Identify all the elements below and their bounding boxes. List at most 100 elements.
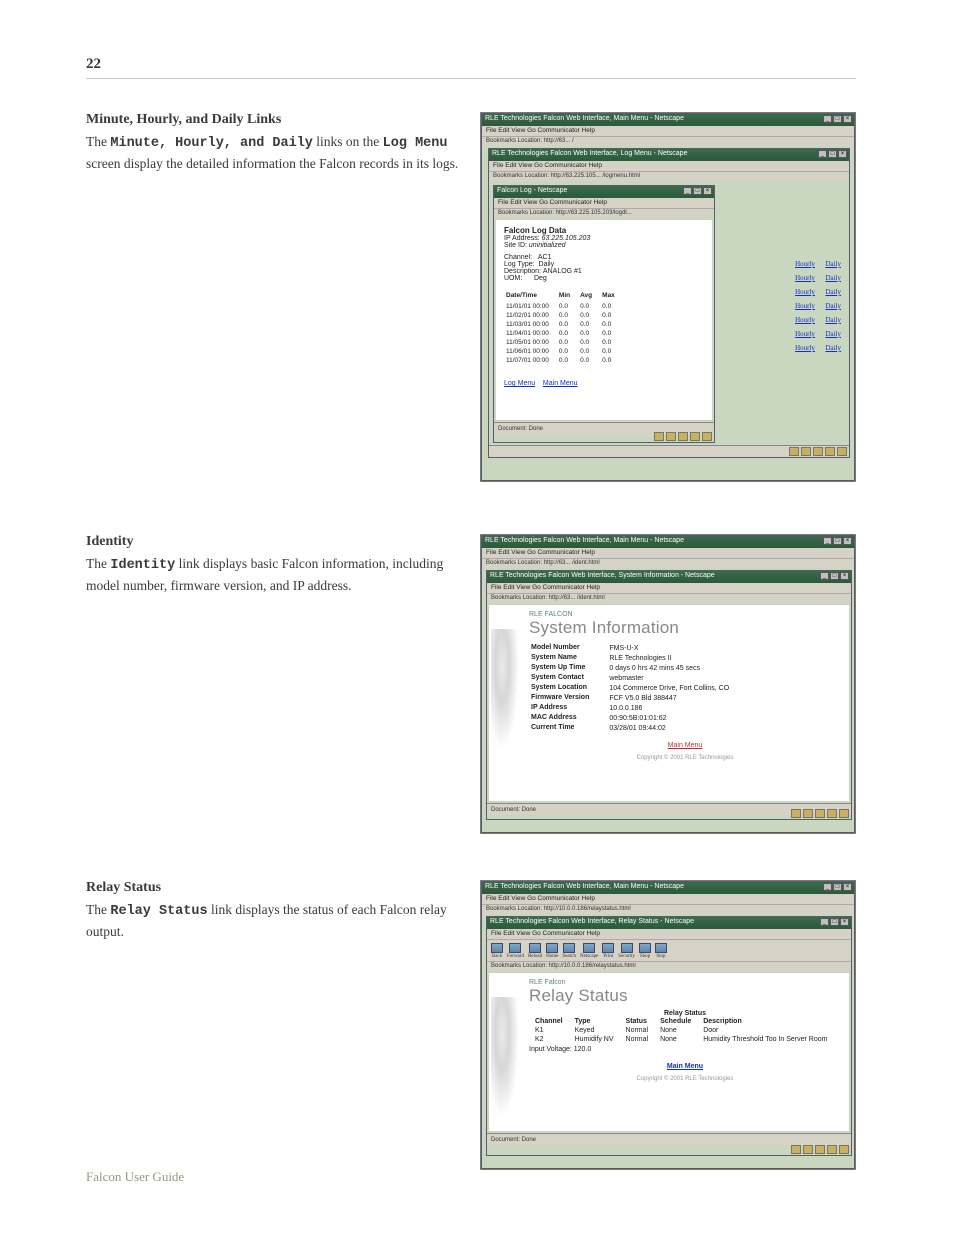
horizontal-rule [86,78,856,79]
maximize-icon[interactable]: □ [828,150,837,158]
minimize-icon[interactable]: _ [823,883,832,891]
close-icon[interactable]: × [840,572,849,580]
tray-icon [789,447,799,456]
title-text: RLE Technologies Falcon Web Interface, M… [485,115,684,122]
menubar[interactable]: File Edit View Go Communicator Help [482,894,854,904]
hourly-link[interactable]: Hourly [795,330,815,338]
hourly-link[interactable]: Hourly [795,288,815,296]
outer-window-titlebar: RLE Technologies Falcon Web Interface, M… [482,536,854,548]
daily-link[interactable]: Daily [825,316,841,324]
menubar[interactable]: File Edit View Go Communicator Help [487,583,851,593]
nav-stop-button[interactable]: Stop [655,943,667,959]
nav-toolbar: Back Forward Reload Home Search Netscape Print… [487,939,851,961]
tray-icon [813,447,823,456]
value: uninitialized [529,242,566,249]
screenshot-log-menu: RLE Technologies Falcon Web Interface, M… [480,112,856,482]
nav-reload-button[interactable]: Reload [528,943,542,959]
statusbar: Document: Done [487,1133,851,1145]
hourly-link[interactable]: Hourly [795,274,815,282]
nav-netscape-button[interactable]: Netscape [580,943,598,959]
nav-security-button[interactable]: Security [618,943,635,959]
minimize-icon[interactable]: _ [820,918,829,926]
tray-icon [803,1145,813,1154]
daily-link[interactable]: Daily [825,330,841,338]
nav-shop-button[interactable]: Shop [639,943,651,959]
toolbar[interactable]: Bookmarks Location: http://63.225.105.20… [494,208,714,218]
hourly-link[interactable]: Hourly [795,302,815,310]
log-menu-link[interactable]: Log Menu [504,380,535,387]
toolbar[interactable]: Bookmarks Location: http://63.225.105...… [489,171,849,181]
toolbar[interactable]: Bookmarks Location: http://63... /ident.… [482,558,854,568]
nav-print-button[interactable]: Print [602,943,614,959]
feather-graphic [491,997,519,1117]
nav-search-button[interactable]: Search [562,943,576,959]
tray-icon [801,447,811,456]
label: Log Type: [504,261,535,268]
tray-icon [666,432,676,441]
close-icon[interactable]: × [703,187,712,195]
toolbar[interactable]: Bookmarks Location: http://63... / [482,136,854,146]
tray-icon [827,809,837,818]
daily-link[interactable]: Daily [825,274,841,282]
menubar[interactable]: File Edit View Go Communicator Help [489,161,849,171]
maximize-icon[interactable]: □ [830,572,839,580]
hourly-link[interactable]: Hourly [795,316,815,324]
main-menu-link[interactable]: Main Menu [543,380,578,387]
tray-icon [791,1145,801,1154]
maximize-icon[interactable]: □ [833,537,842,545]
section-heading: Minute, Hourly, and Daily Links [86,112,466,128]
close-icon[interactable]: × [840,918,849,926]
section-relay-status: Relay Status The Relay Status link displ… [86,880,466,941]
hourly-link[interactable]: Hourly [795,260,815,268]
minimize-icon[interactable]: _ [820,572,829,580]
close-icon[interactable]: × [843,537,852,545]
menubar[interactable]: File Edit View Go Communicator Help [494,198,714,208]
toolbar[interactable]: Bookmarks Location: http://63... /ident.… [487,593,851,603]
maximize-icon[interactable]: □ [833,883,842,891]
menubar[interactable]: File Edit View Go Communicator Help [482,548,854,558]
daily-link[interactable]: Daily [825,260,841,268]
outer-window-titlebar: RLE Technologies Falcon Web Interface, M… [482,882,854,894]
daily-link[interactable]: Daily [825,302,841,310]
minimize-icon[interactable]: _ [823,115,832,123]
footer-guide-text: Falcon User Guide [86,1169,184,1185]
tray-icon [825,447,835,456]
main-menu-link[interactable]: Main Menu [667,1063,703,1070]
menubar[interactable]: File Edit View Go Communicator Help [482,126,854,136]
main-menu-link[interactable]: Main Menu [668,742,703,749]
title-text: RLE Technologies Falcon Web Interface, L… [492,150,687,157]
daily-link[interactable]: Daily [825,288,841,296]
tray-icon [654,432,664,441]
tray-icon [702,432,712,441]
tray-icon [839,809,849,818]
close-icon[interactable]: × [843,115,852,123]
tray-icon [803,809,813,818]
close-icon[interactable]: × [843,883,852,891]
minimize-icon[interactable]: _ [818,150,827,158]
close-icon[interactable]: × [838,150,847,158]
input-voltage: Input Voltage: 120.0 [529,1046,841,1053]
daily-link[interactable]: Daily [825,344,841,352]
maximize-icon[interactable]: □ [693,187,702,195]
address-bar[interactable]: Bookmarks Location: http://10.0.0.186/re… [487,961,851,971]
nav-home-button[interactable]: Home [546,943,558,959]
minimize-icon[interactable]: _ [823,537,832,545]
text: The [86,134,110,149]
copyright-text: Copyright © 2001 RLE Technologies [529,755,841,761]
status-text: Document: Done [498,426,543,432]
toolbar[interactable]: Bookmarks Location: http://10.0.0.186/re… [482,904,854,914]
text: The [86,556,110,571]
section-identity: Identity The Identity link displays basi… [86,534,466,595]
section-minute-links: Minute, Hourly, and Daily Links The Minu… [86,112,466,173]
status-text: Document: Done [491,807,536,813]
nav-forward-button[interactable]: Forward [507,943,524,959]
screenshot-relay-status: RLE Technologies Falcon Web Interface, M… [480,880,856,1170]
maximize-icon[interactable]: □ [830,918,839,926]
menubar[interactable]: File Edit View Go Communicator Help [487,929,851,939]
minimize-icon[interactable]: _ [683,187,692,195]
hourly-link[interactable]: Hourly [795,344,815,352]
maximize-icon[interactable]: □ [833,115,842,123]
mid-window-titlebar: RLE Technologies Falcon Web Interface, L… [489,149,849,161]
text: screen display the detailed information … [86,156,458,171]
nav-back-button[interactable]: Back [491,943,503,959]
